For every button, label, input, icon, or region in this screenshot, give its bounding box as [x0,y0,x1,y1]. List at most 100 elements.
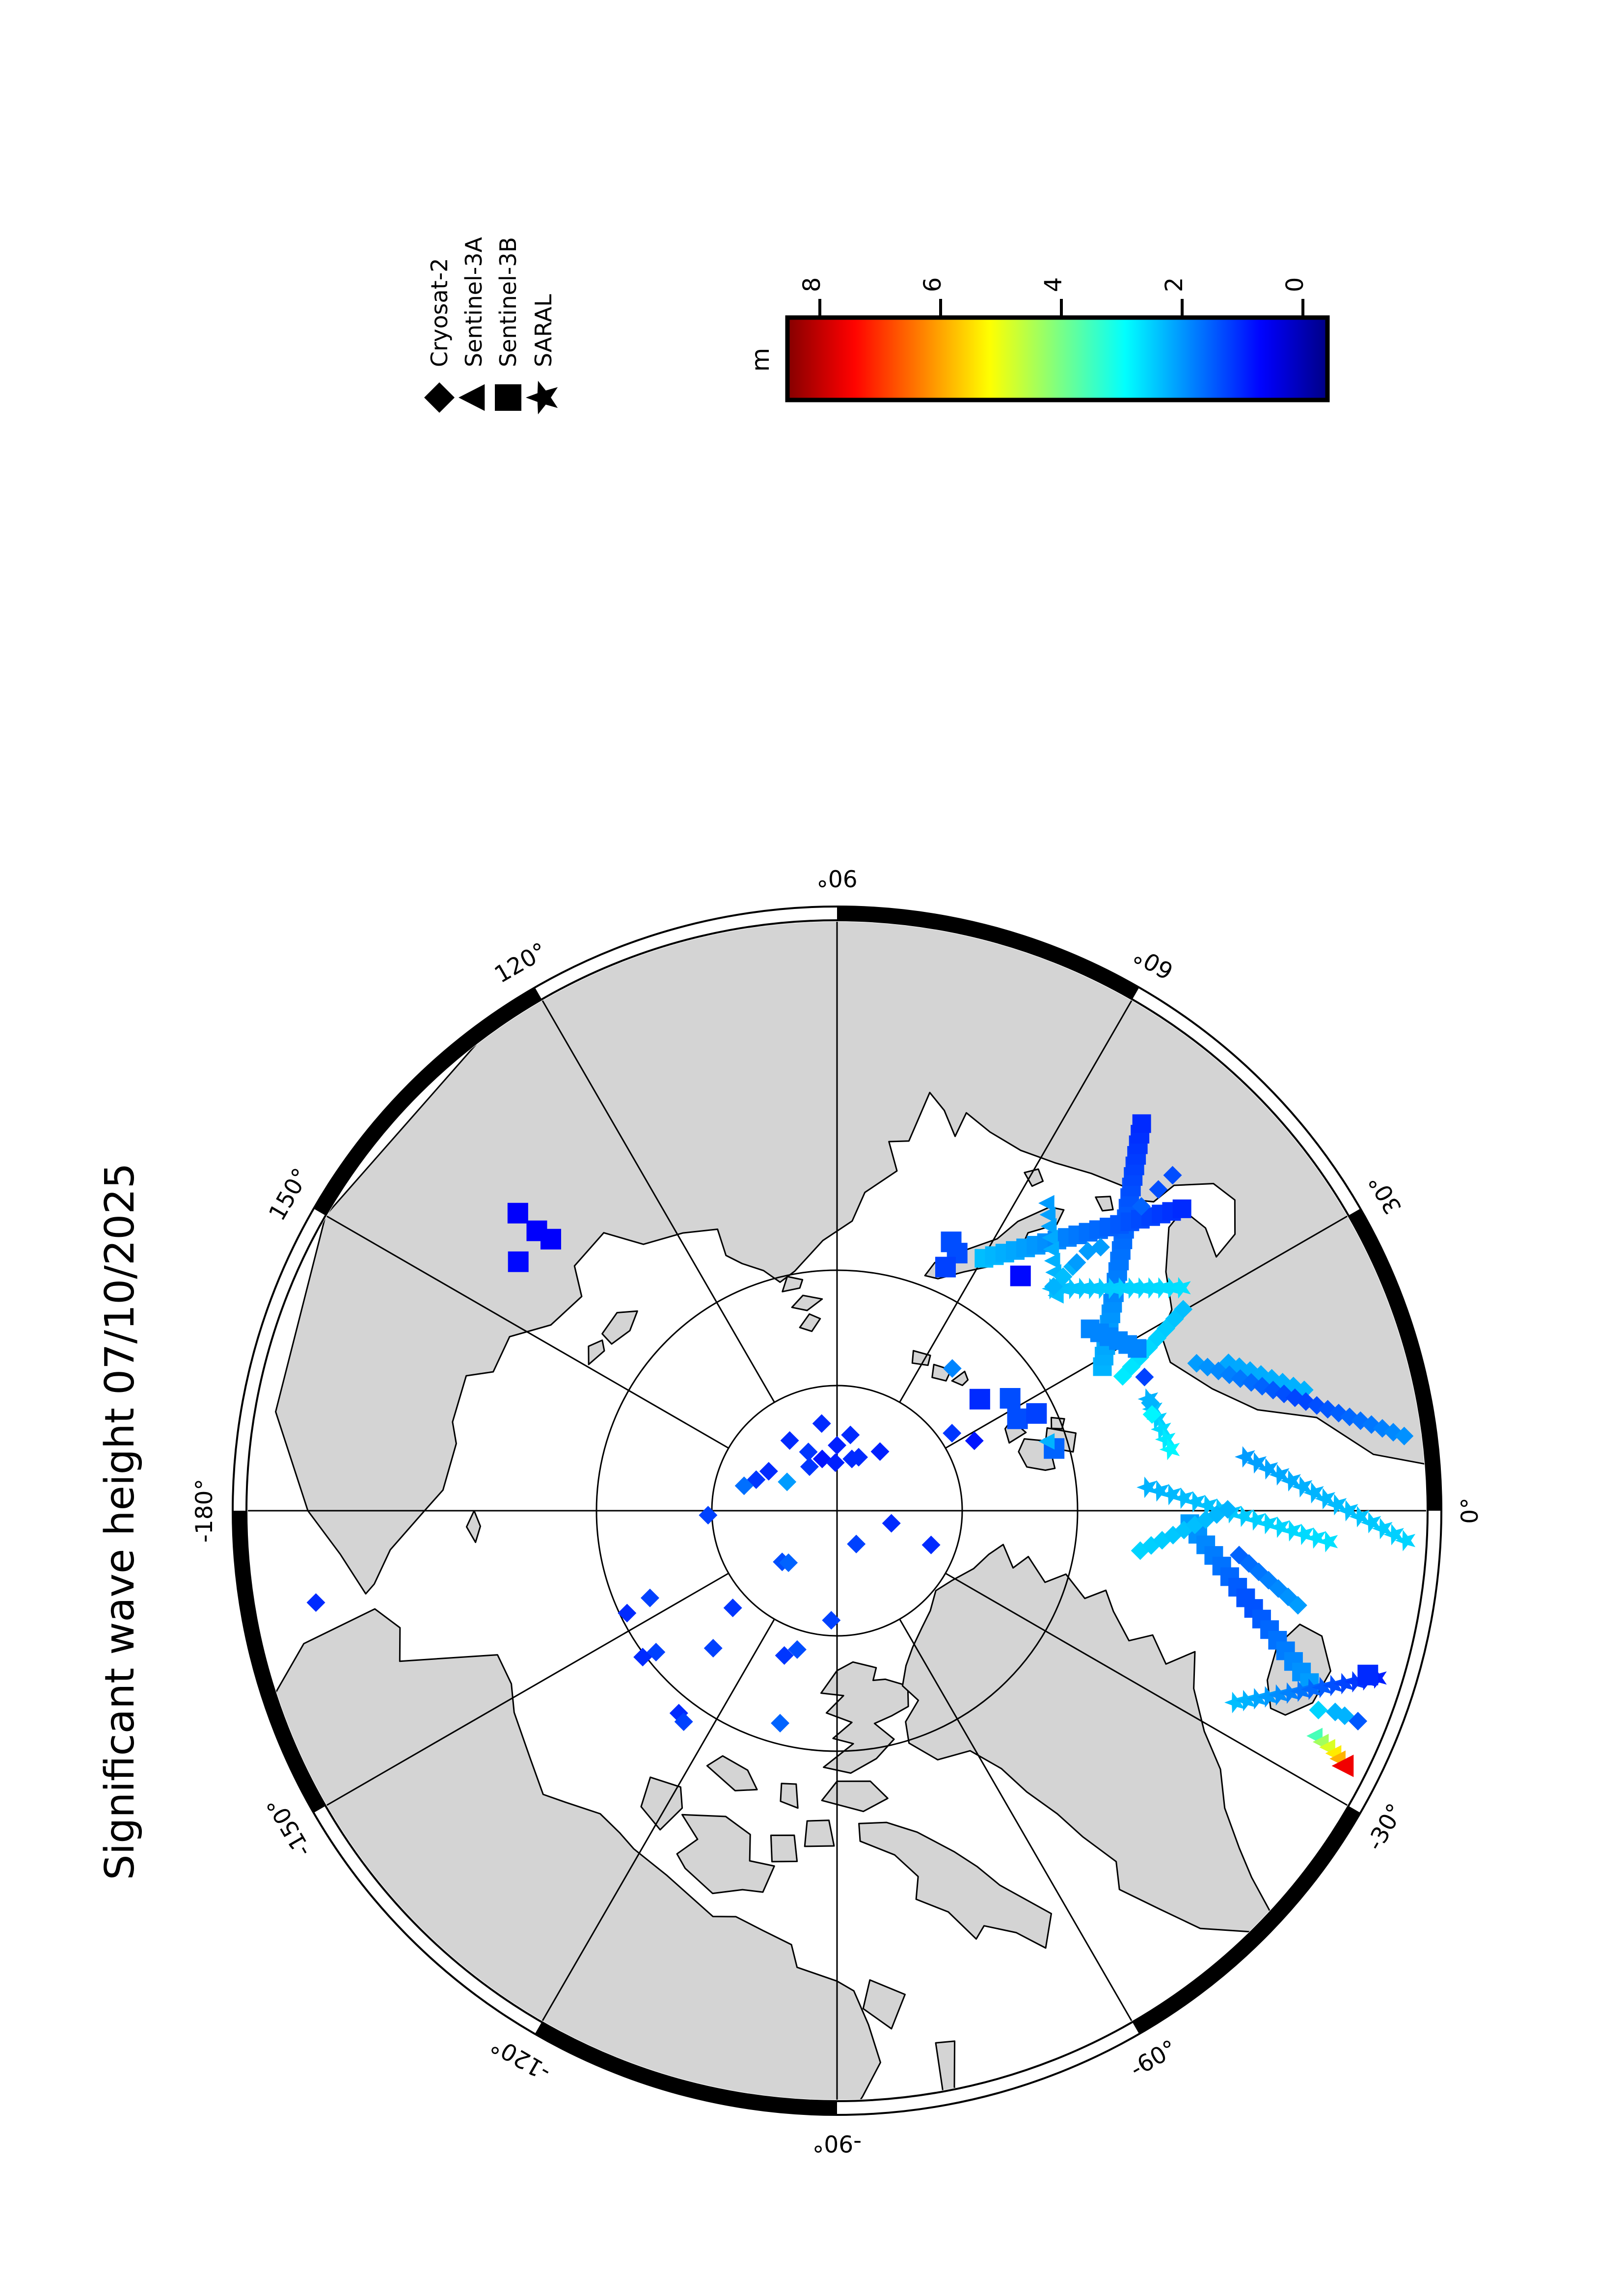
track-point-saral [1268,1684,1289,1706]
meridian-line [945,1573,1349,1807]
cryosat-2-point [1067,1253,1086,1272]
land-shape [821,1780,889,1813]
track-point-saral [1155,1428,1176,1450]
sentinel-3b-point [1007,1408,1028,1429]
cryosat-2-point [1149,1180,1168,1199]
track-point-saral [1315,1488,1335,1510]
land-shape [1050,1416,1065,1430]
track-point-saral [1269,1464,1290,1486]
track-point-saral [1148,1480,1169,1502]
sentinel-3a-point [1331,1754,1354,1777]
colorbar-tick-label: 6 [919,277,947,293]
cryosat-2-point [306,1593,325,1612]
cryosat-2-point [1141,1393,1160,1413]
cryosat-2-point [1163,1166,1182,1185]
cryosat-2-point [1142,1405,1162,1424]
land-shape [1024,1168,1044,1187]
track-point-sentinel-3a [1395,1426,1414,1445]
lon-label--60: -60° [1126,2035,1182,2083]
colorbar-tick-label: 8 [798,277,826,293]
cryosat-2-point [812,1449,832,1468]
meridian-line [325,1573,729,1807]
star-icon [526,380,558,415]
colorbar-tick-label: 4 [1040,277,1067,293]
lon-label-60: 60° [1129,941,1178,985]
sentinel-3b-point [508,1251,529,1272]
track-point-saral [1246,1452,1267,1474]
land-shape [901,1544,1274,1933]
cryosat-2-point [633,1648,652,1667]
colorbar-gradient [785,315,1330,402]
meridian-line [899,1619,1133,2023]
boundary-black-arc [313,987,542,1216]
land-shape [782,1276,804,1293]
track-point-sentinel-3a [1039,1206,1056,1223]
land-shape [640,1776,683,1831]
legend-label-sentinel-3b: Sentinel-3B [495,237,521,367]
track-point-saral [1293,1523,1314,1546]
sentinel-3b-point [507,1202,528,1224]
diamond-icon [424,382,455,413]
track-point-saral [1246,1688,1267,1709]
track-point-sentinel-3a [1042,1229,1058,1246]
land-shape [465,1510,481,1543]
track-point-sentinel-3b [1172,1199,1191,1218]
lon-label--90: -90° [812,2130,862,2157]
lon-label-0: 0° [1457,1497,1484,1523]
land-shape [676,1814,775,1895]
track-point-sentinel-3a [1043,1241,1059,1258]
track-point-saral [1337,1500,1358,1522]
track-point-saral [1245,1509,1266,1531]
track-point-saral [1280,1470,1301,1492]
land-shape [799,1313,821,1332]
track-point-saral [1323,1675,1343,1697]
track-point-saral [1257,1458,1278,1480]
land-shape [804,1819,835,1847]
track-point-saral [1257,1686,1278,1708]
sentinel-3b-point [540,1228,561,1250]
colorbar: 8 6 4 2 0 m [746,277,1330,402]
land-shape [601,1310,638,1345]
cryosat-2-point [734,1476,754,1495]
cryosat-2-point [1078,1242,1097,1261]
track-point-saral [1333,1673,1354,1695]
cryosat-2-point [759,1462,778,1481]
cryosat-2-point [822,1611,841,1630]
track-point-saral [1235,1446,1255,1468]
track-point-saral [1281,1520,1302,1542]
track-point-saral [1383,1523,1404,1546]
track-point-saral [1151,1418,1171,1440]
track-layer [974,1114,1416,1713]
point-layer [306,1166,1379,1777]
colorbar-tick-label: 2 [1161,277,1188,293]
land-shape [791,1294,823,1311]
land-shape [275,922,1426,1595]
cryosat-2-point [640,1588,659,1607]
legend-label-sentinel-3a: Sentinel-3A [460,237,487,367]
boundary-black-arc [1348,1208,1441,1511]
meridian-line [325,1215,729,1449]
figure-title: Significant wave height 07/10/2025 [97,1163,143,1880]
cryosat-2-point [779,1553,798,1573]
track-point-saral [1372,1518,1393,1540]
lon-label-90: 90° [816,864,857,891]
sentinel-3b-point [1357,1664,1379,1685]
track-point-saral [1233,1505,1254,1527]
cryosat-2-point [1135,1367,1154,1387]
lon-label-180: -180° [191,1479,218,1543]
colorbar-ticks: 8 6 4 2 0 [798,277,1309,319]
track-point-sentinel-3a [1288,1596,1307,1615]
satellite-legend: Cryosat-2 Sentinel-3A Sentinel-3B SARAL [424,237,558,415]
cryosat-2-point [965,1431,984,1450]
cryosat-2-point [812,1414,831,1433]
cryosat-2-point [1309,1701,1328,1720]
map-boundary-ring [232,906,1442,2116]
cryosat-2-point [882,1514,901,1533]
track-point-saral [1303,1482,1324,1504]
cryosat-2-point [1349,1711,1368,1731]
land-shape [911,1350,931,1366]
track-point-saral [1269,1516,1290,1538]
track-point-saral [1300,1679,1322,1700]
track-point-saral [1172,1487,1193,1509]
track-point-sentinel-3a [1040,1218,1057,1235]
